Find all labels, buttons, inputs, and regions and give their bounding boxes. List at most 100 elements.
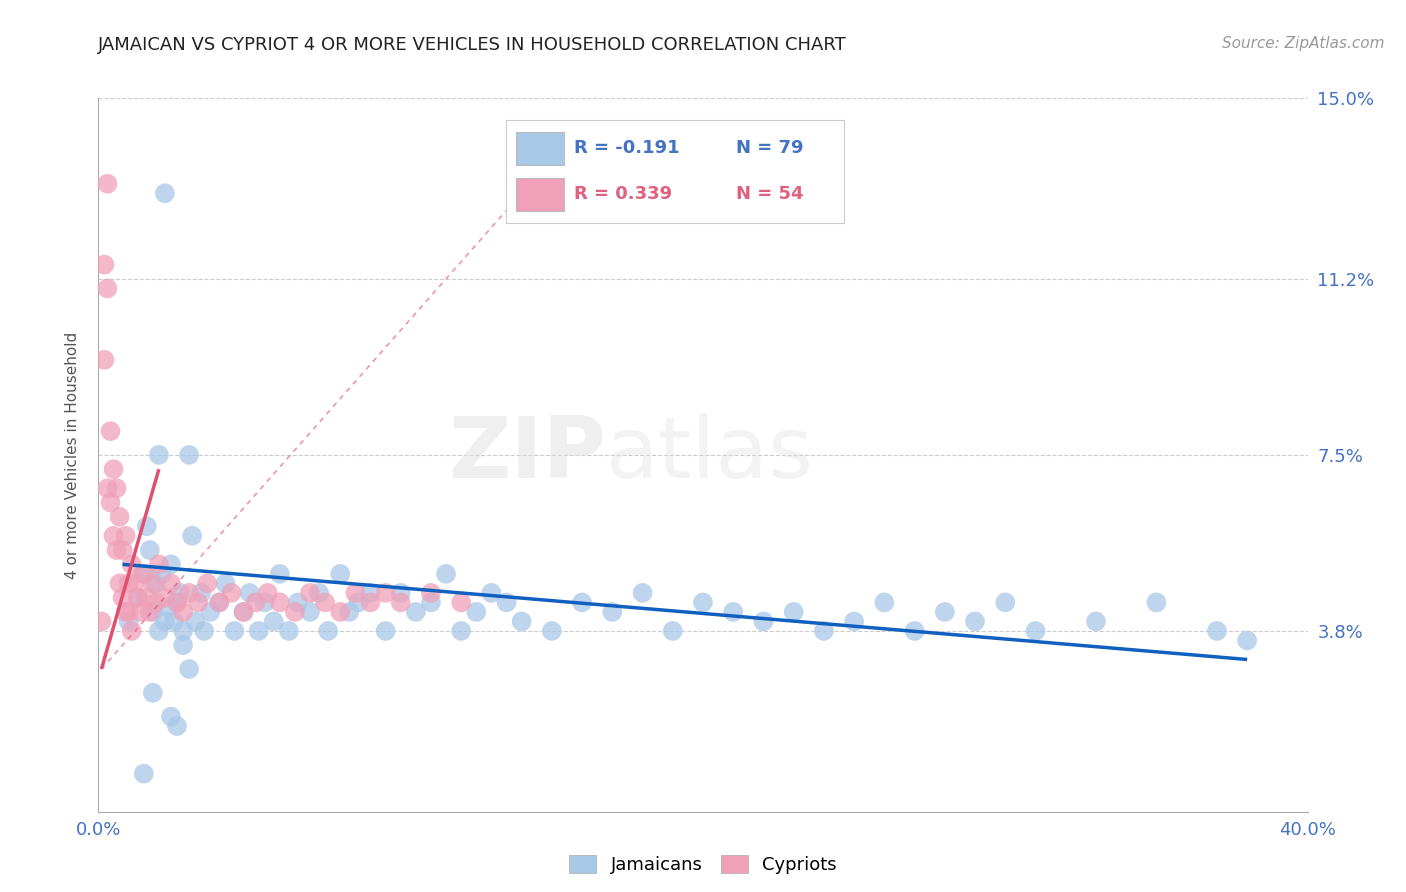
Point (111, 543, 134, 558)
Point (153, 591, 176, 605)
Point (360, 595, 382, 609)
Point (540, 624, 562, 638)
Point (602, 605, 624, 619)
Point (135, 519, 157, 533)
Point (172, 624, 194, 638)
Point (93, 352, 115, 367)
Point (299, 605, 322, 619)
Point (316, 624, 339, 638)
Point (232, 605, 254, 619)
Point (160, 558, 183, 572)
Point (124, 576, 146, 591)
Point (142, 605, 165, 619)
Point (93, 258, 115, 272)
Point (166, 595, 188, 609)
Point (172, 605, 194, 619)
Point (172, 638, 194, 652)
Point (329, 605, 352, 619)
Point (153, 615, 176, 629)
Point (450, 624, 472, 638)
Point (420, 586, 443, 600)
Point (481, 586, 503, 600)
Text: atlas: atlas (606, 413, 814, 497)
Point (169, 586, 191, 600)
Point (256, 586, 278, 600)
Point (692, 595, 714, 609)
Text: JAMAICAN VS CYPRIOT 4 OR MORE VEHICLES IN HOUSEHOLD CORRELATION CHART: JAMAICAN VS CYPRIOT 4 OR MORE VEHICLES I… (98, 36, 848, 54)
Point (100, 495, 122, 509)
Point (314, 595, 336, 609)
Point (187, 595, 209, 609)
Point (208, 595, 231, 609)
Point (934, 605, 956, 619)
Point (269, 595, 291, 609)
Point (105, 481, 128, 495)
Point (100, 424, 122, 438)
Point (153, 186, 176, 201)
Point (118, 605, 141, 619)
Point (163, 615, 186, 629)
Text: N = 79: N = 79 (735, 139, 803, 157)
Point (195, 576, 218, 591)
Point (224, 624, 246, 638)
Text: N = 54: N = 54 (735, 186, 803, 203)
Point (127, 591, 149, 605)
Point (389, 595, 412, 609)
Point (752, 615, 775, 629)
Point (873, 595, 896, 609)
Text: R = -0.191: R = -0.191 (574, 139, 679, 157)
Point (389, 586, 412, 600)
Point (337, 605, 360, 619)
Point (148, 624, 170, 638)
Text: ZIP: ZIP (449, 413, 606, 497)
Point (904, 624, 927, 638)
Point (965, 615, 987, 629)
Point (179, 448, 201, 462)
Point (166, 595, 188, 609)
Point (434, 566, 457, 581)
Point (179, 662, 201, 676)
Point (103, 529, 125, 543)
Point (994, 595, 1017, 609)
Point (142, 576, 165, 591)
Point (193, 624, 215, 638)
Point (200, 605, 222, 619)
Point (1085, 615, 1108, 629)
Point (232, 605, 254, 619)
Point (96, 481, 118, 495)
Point (510, 615, 533, 629)
Point (571, 595, 593, 609)
Point (277, 624, 299, 638)
Y-axis label: 4 or more Vehicles in Household: 4 or more Vehicles in Household (65, 331, 80, 579)
Point (269, 566, 291, 581)
Point (166, 719, 188, 733)
Point (214, 576, 236, 591)
Point (190, 586, 212, 600)
Point (284, 605, 307, 619)
Point (118, 576, 141, 591)
Point (299, 586, 322, 600)
Point (108, 509, 131, 524)
Point (723, 605, 745, 619)
Point (148, 558, 170, 572)
Point (181, 529, 204, 543)
Text: Source: ZipAtlas.com: Source: ZipAtlas.com (1222, 36, 1385, 51)
Point (114, 529, 136, 543)
Point (156, 600, 179, 615)
Legend: Jamaicans, Cypriots: Jamaicans, Cypriots (562, 847, 844, 881)
Point (129, 605, 152, 619)
Point (1144, 595, 1167, 609)
Point (308, 586, 330, 600)
Point (344, 586, 367, 600)
Point (132, 566, 155, 581)
Point (179, 586, 201, 600)
Point (132, 566, 155, 581)
Point (247, 624, 270, 638)
Point (121, 624, 143, 638)
Point (420, 595, 443, 609)
Point (135, 591, 157, 605)
Point (105, 543, 128, 558)
Point (103, 462, 125, 476)
Point (1024, 624, 1046, 638)
Point (108, 576, 131, 591)
